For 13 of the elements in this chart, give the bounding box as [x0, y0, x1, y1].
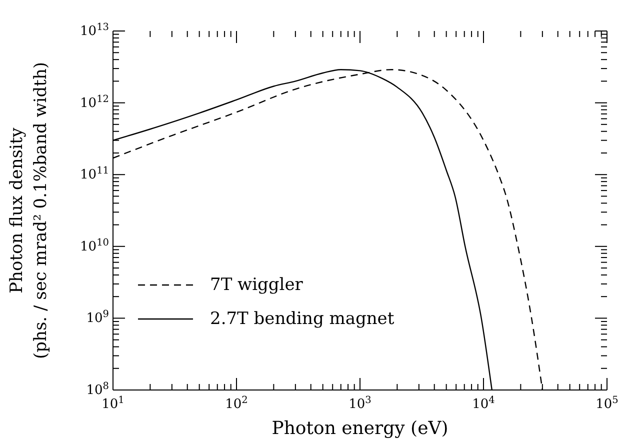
y-tick-label: 10$^{11}$ — [80, 165, 109, 183]
y-tick-label: 10$^{13}$ — [80, 22, 109, 39]
legend-label: 2.7T bending magnet — [210, 309, 394, 329]
y-axis-title: Photon flux density (phs. / sec mrad² 0.1%band width) — [7, 62, 51, 360]
x-axis-title: Photon energy (eV) — [272, 418, 448, 439]
x-tick-label: 10$^{4}$ — [472, 394, 495, 412]
x-tick-label: 10$^{3}$ — [348, 394, 372, 412]
y-tick-label: 10$^{10}$ — [80, 236, 109, 254]
legend-label: 7T wiggler — [210, 275, 303, 295]
y-tick-label: 10$^{12}$ — [80, 93, 109, 111]
y-tick-label: 10$^{9}$ — [86, 308, 109, 326]
x-tick-label: 10$^{5}$ — [596, 394, 618, 412]
x-tick-label: 10$^{2}$ — [225, 394, 248, 412]
